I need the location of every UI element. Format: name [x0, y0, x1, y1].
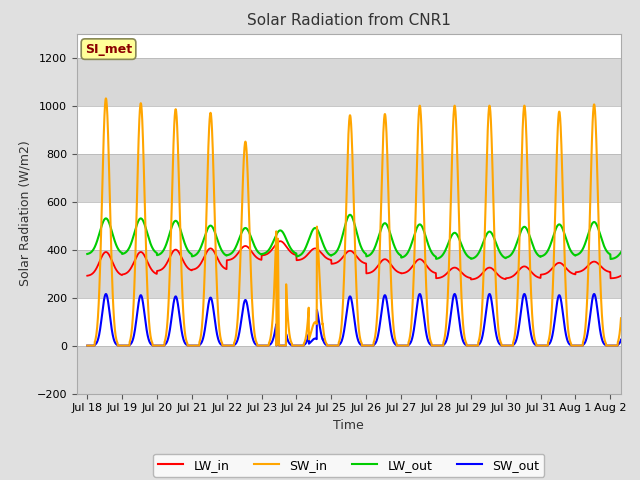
Bar [77, 250, 621, 298]
LW_out [346, 212, 354, 218]
SW_in [102, 96, 109, 101]
Text: SI_met: SI_met [85, 43, 132, 56]
LW_in [260, 252, 268, 258]
SW_in [634, 322, 640, 327]
SW_out [102, 291, 109, 297]
LW_out [83, 251, 91, 257]
SW_out [260, 343, 268, 348]
SW_in [534, 343, 542, 348]
Bar [77, 346, 621, 394]
SW_out [140, 301, 147, 307]
Legend: LW_in, SW_in, LW_out, SW_out: LW_in, SW_in, LW_out, SW_out [154, 454, 544, 477]
SW_out [634, 338, 640, 344]
SW_out [566, 342, 573, 348]
LW_in [400, 270, 408, 276]
Y-axis label: Solar Radiation (W/m2): Solar Radiation (W/m2) [18, 141, 31, 287]
LW_out [566, 246, 573, 252]
LW_out [634, 250, 640, 256]
Line: LW_out: LW_out [87, 215, 640, 259]
Line: LW_in: LW_in [87, 241, 640, 279]
SW_in [260, 343, 268, 348]
LW_out [139, 217, 147, 223]
LW_in [535, 275, 543, 280]
SW_in [566, 337, 573, 343]
Line: SW_in: SW_in [87, 98, 640, 346]
Bar [77, 58, 621, 106]
LW_in [566, 269, 574, 275]
LW_out [400, 254, 408, 260]
Bar [77, 154, 621, 202]
LW_in [276, 239, 284, 244]
SW_in [83, 343, 91, 348]
LW_out [534, 252, 542, 258]
LW_in [634, 273, 640, 279]
LW_in [467, 276, 475, 282]
SW_out [400, 343, 408, 348]
SW_out [83, 343, 91, 348]
Line: SW_out: SW_out [87, 294, 640, 346]
X-axis label: Time: Time [333, 419, 364, 432]
SW_in [140, 144, 147, 150]
LW_out [260, 251, 268, 257]
LW_in [83, 273, 91, 278]
Title: Solar Radiation from CNR1: Solar Radiation from CNR1 [247, 13, 451, 28]
SW_in [400, 343, 408, 348]
LW_in [139, 251, 147, 256]
SW_out [534, 343, 542, 348]
